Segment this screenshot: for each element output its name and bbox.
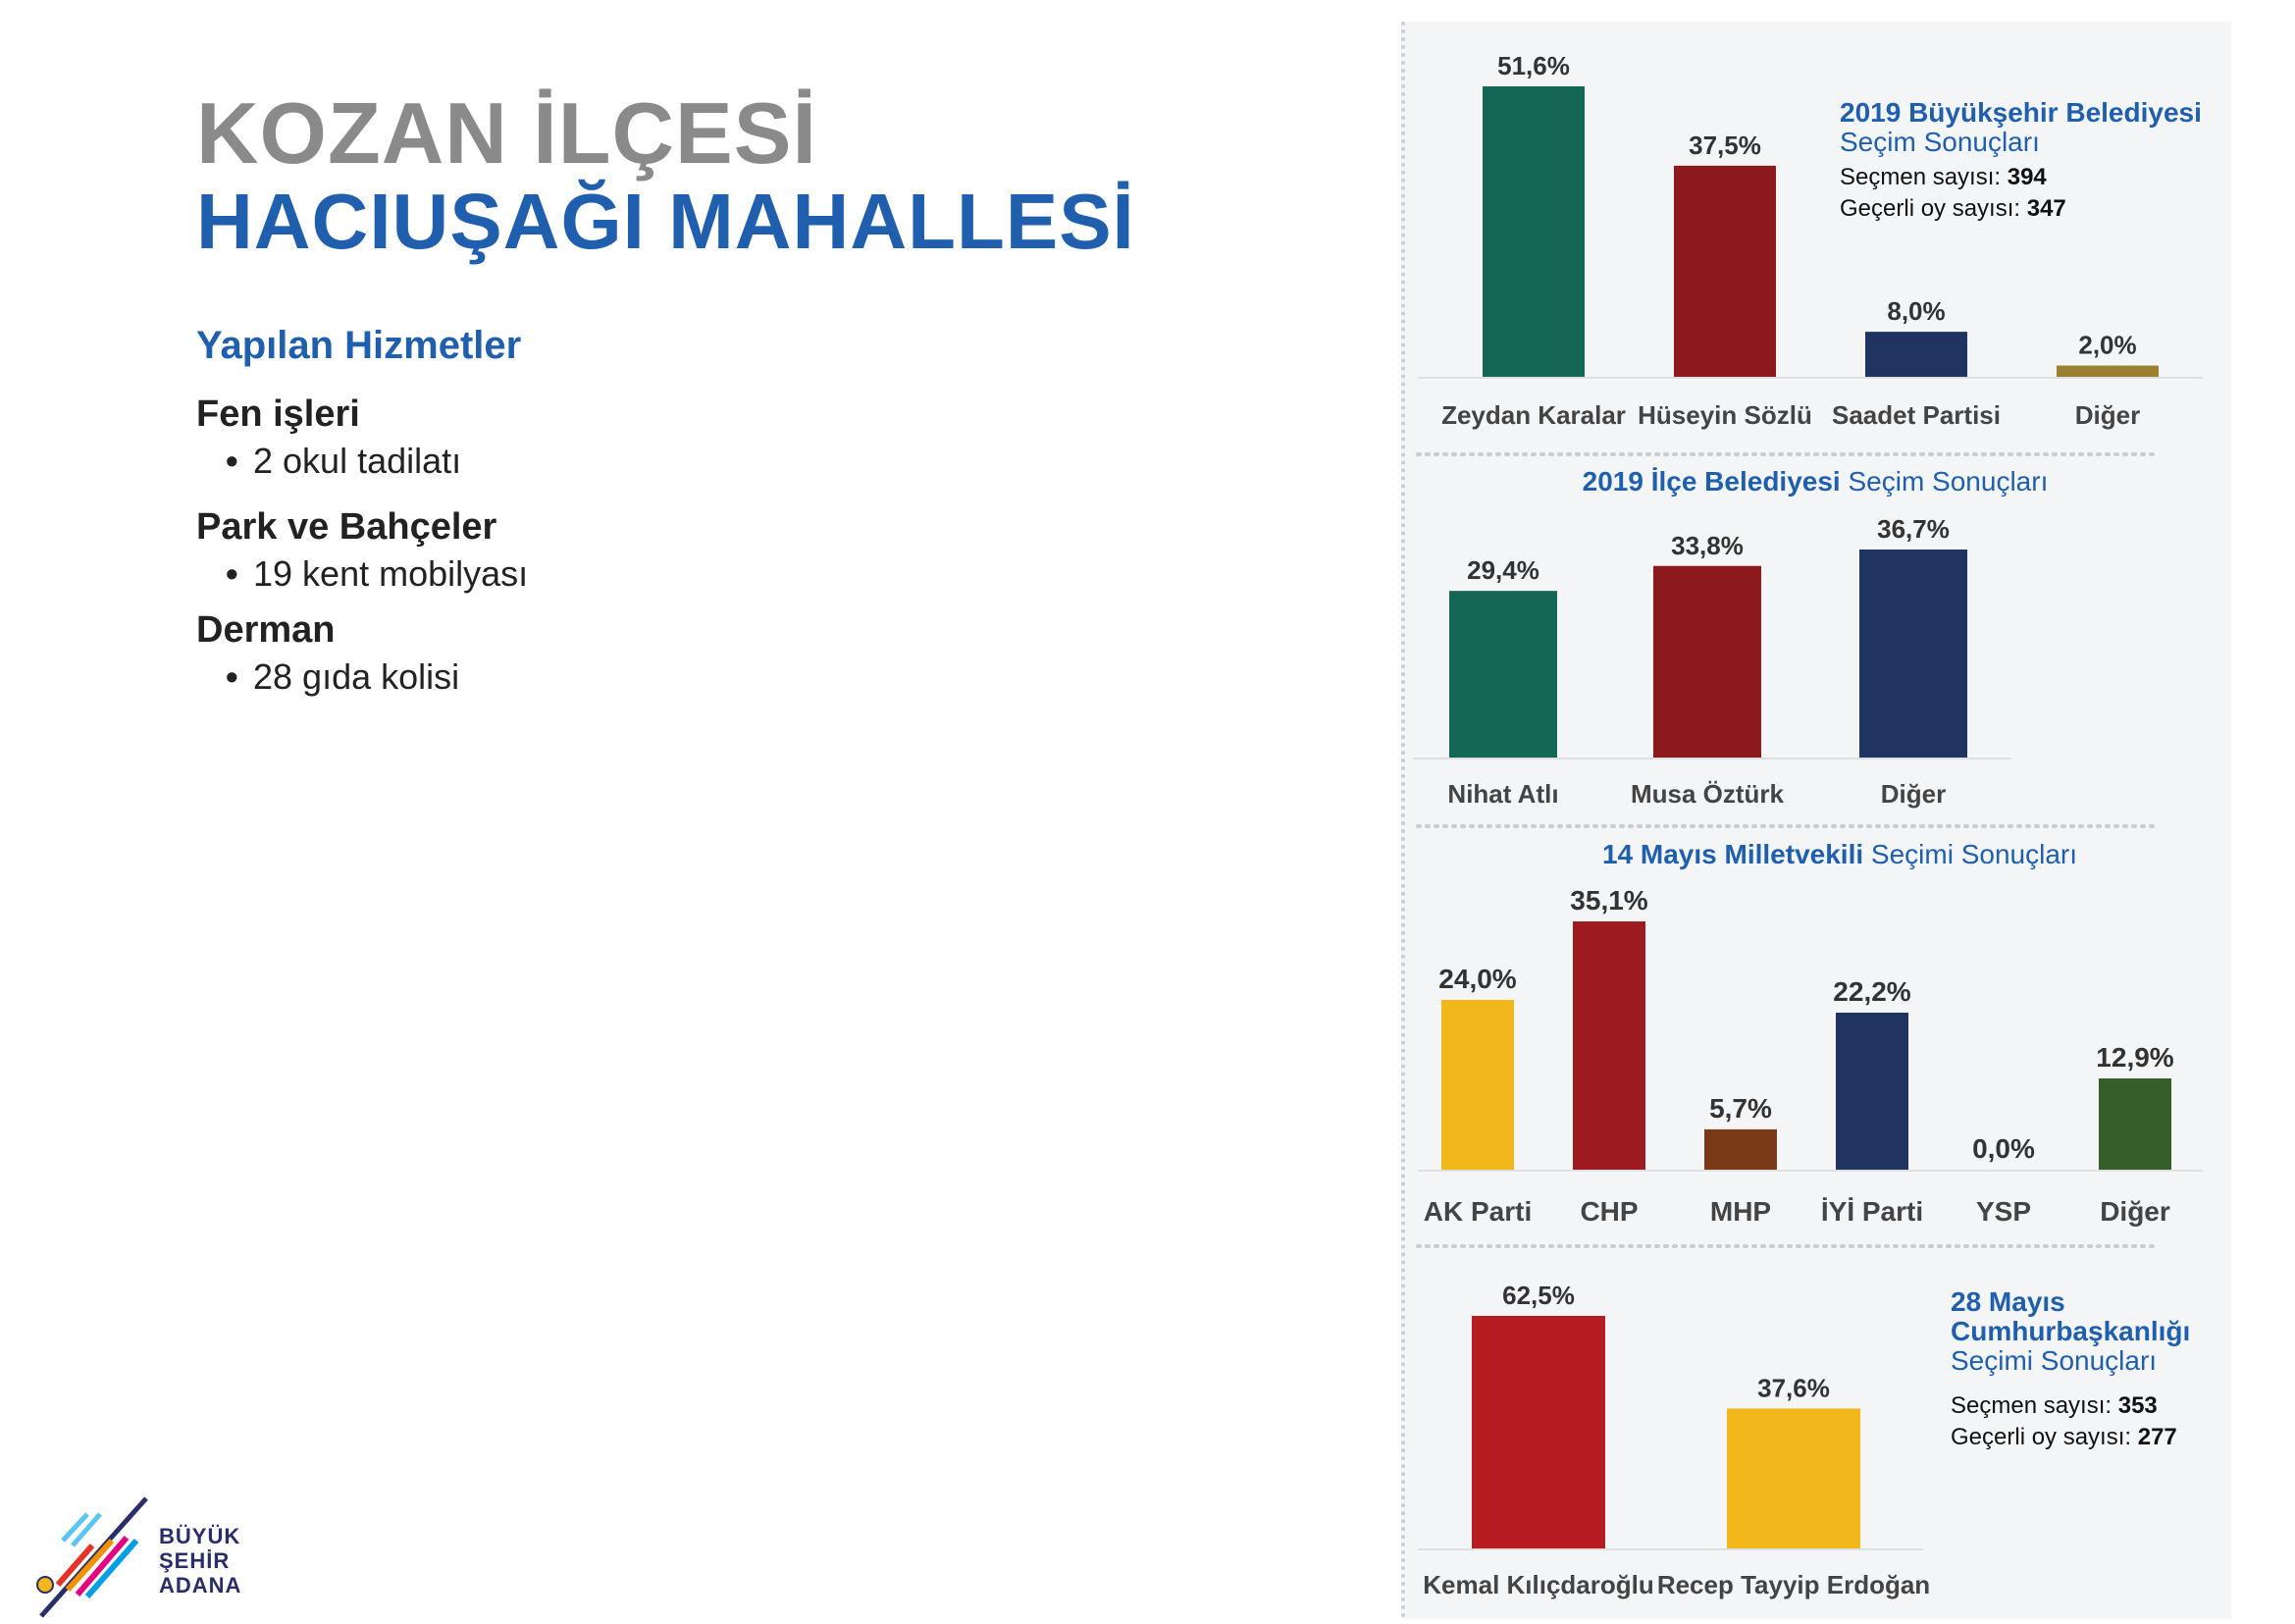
bar-value-label: 2,0%: [2078, 331, 2136, 360]
service-item: • 28 gıda kolisi: [196, 654, 1079, 701]
bar-1-2: [1859, 550, 1967, 758]
bar-value-label: 36,7%: [1877, 514, 1950, 544]
service-item-text: 28 gıda kolisi: [253, 656, 460, 697]
bar-value-label: 22,2%: [1833, 976, 1910, 1007]
left-content: KOZAN İLÇESİ HACIUŞAĞI MAHALLESİ Yapılan…: [196, 84, 1135, 701]
chart-subtitle: Seçim Sonuçları: [1840, 127, 2040, 157]
bar-value-label: 35,1%: [1570, 885, 1647, 916]
category-label: Diğer: [2100, 1196, 2170, 1227]
category-label: Diğer: [2075, 400, 2140, 430]
bullet-icon: •: [226, 553, 238, 594]
bar-0-1: [1674, 165, 1776, 377]
category-label: Hüseyin Sözlü: [1638, 400, 1812, 430]
category-label: YSP: [1976, 1196, 2031, 1227]
chart-title: 2019 İlçe Belediyesi Seçim Sonuçları: [1583, 466, 2049, 497]
category-label: CHP: [1580, 1196, 1638, 1227]
bar-value-label: 8,0%: [1887, 296, 1945, 326]
bullet-icon: •: [226, 656, 238, 697]
category-label: Saadet Partisi: [1832, 400, 2001, 430]
category-label: Recep Tayyip Erdoğan: [1657, 1570, 1930, 1599]
bar-2-3: [1836, 1012, 1908, 1170]
category-label: Nihat Atlı: [1447, 779, 1558, 809]
voter-info: Geçerli oy sayısı: 347: [1840, 195, 2066, 222]
service-item-text: 2 okul tadilatı: [253, 441, 462, 481]
bar-value-label: 0,0%: [1972, 1133, 2035, 1164]
category-label: Musa Öztürk: [1631, 779, 1785, 809]
chart-title: 28 Mayıs: [1951, 1286, 2065, 1317]
service-title: Park ve Bahçeler: [196, 506, 497, 548]
logo-line3: ADANA: [159, 1573, 242, 1598]
category-label: AK Parti: [1424, 1196, 1532, 1227]
bar-2-0: [1441, 1000, 1514, 1170]
bar-3-0: [1472, 1316, 1605, 1548]
bar-value-label: 62,5%: [1502, 1281, 1575, 1310]
bar-1-1: [1653, 565, 1761, 758]
service-item: • 19 kent mobilyası: [196, 550, 1079, 598]
voter-info: Seçmen sayısı: 353: [1951, 1392, 2158, 1419]
bullet-icon: •: [226, 441, 238, 481]
bar-2-1: [1573, 921, 1645, 1170]
bar-value-label: 29,4%: [1467, 555, 1539, 585]
voter-info: Seçmen sayısı: 394: [1840, 164, 2047, 190]
bar-0-2: [1865, 332, 1967, 377]
bar-value-label: 5,7%: [1709, 1093, 1772, 1124]
category-label: MHP: [1710, 1196, 1771, 1227]
service-group-derman: Derman • 28 gıda kolisi: [196, 606, 1079, 701]
bar-value-label: 51,6%: [1497, 51, 1570, 80]
category-label: Kemal Kılıçdaroğlu: [1423, 1570, 1654, 1599]
logo-line2: ŞEHİR: [159, 1548, 231, 1573]
bar-value-label: 24,0%: [1438, 964, 1516, 994]
bar-1-0: [1449, 591, 1557, 758]
logo-stripes-icon: [36, 1496, 148, 1618]
voter-info: Geçerli oy sayısı: 277: [1951, 1424, 2177, 1450]
bar-value-label: 33,8%: [1671, 531, 1744, 560]
service-title: Fen işleri: [196, 393, 360, 435]
bar-3-1: [1727, 1408, 1860, 1548]
category-label: Zeydan Karalar: [1441, 400, 1626, 430]
bar-0-3: [2057, 365, 2159, 377]
district-title: KOZAN İLÇESİ: [196, 84, 817, 182]
category-label: İYİ Parti: [1821, 1196, 1923, 1227]
chart-title: Cumhurbaşkanlığı: [1951, 1316, 2190, 1346]
bar-value-label: 37,6%: [1757, 1373, 1830, 1402]
service-item: • 2 okul tadilatı: [196, 438, 1079, 485]
neighborhood-title: HACIUŞAĞI MAHALLESİ: [196, 178, 1135, 265]
chart-title: 2019 Büyükşehir Belediyesi: [1840, 97, 2202, 128]
chart-title: 14 Mayıs Milletvekili Seçimi Sonuçları: [1602, 839, 2077, 869]
category-label: Diğer: [1881, 779, 1946, 809]
buyuksehir-adana-logo: BÜYÜK ŞEHİR ADANA: [33, 1487, 269, 1619]
bar-value-label: 37,5%: [1689, 131, 1761, 160]
service-group-fen: Fen işleri • 2 okul tadilatı: [196, 391, 1079, 485]
service-item-text: 19 kent mobilyası: [253, 553, 529, 594]
bar-value-label: 12,9%: [2096, 1042, 2173, 1073]
bar-2-2: [1704, 1128, 1777, 1170]
chart-subtitle: Seçimi Sonuçları: [1951, 1345, 2157, 1376]
bar-0-0: [1483, 86, 1585, 377]
service-title: Derman: [196, 609, 336, 651]
services-heading: Yapılan Hizmetler: [196, 324, 522, 367]
bar-2-5: [2099, 1078, 2171, 1170]
service-group-park: Park ve Bahçeler • 19 kent mobilyası: [196, 503, 1079, 598]
logo-line1: BÜYÜK: [159, 1524, 241, 1548]
